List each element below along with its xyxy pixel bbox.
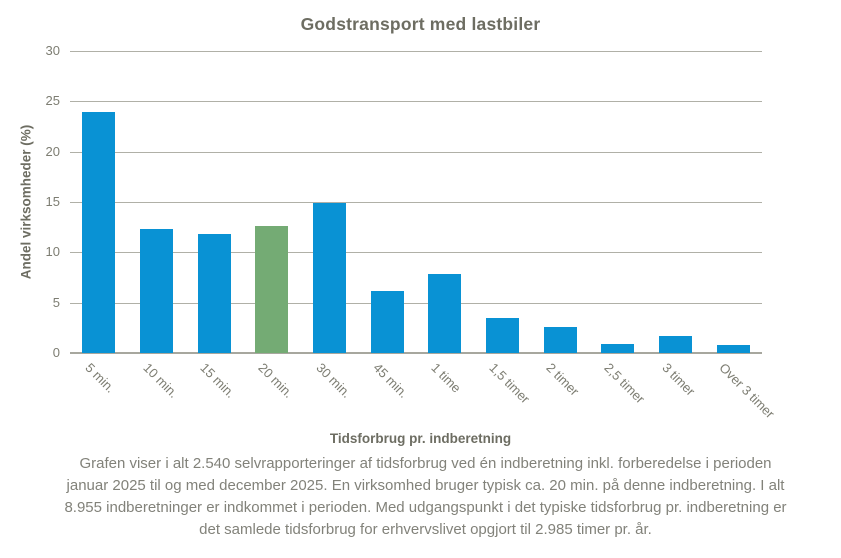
bar [716, 345, 750, 353]
x-tick-label: Over 3 timer [716, 360, 778, 422]
x-tick-label: 20 min. [255, 360, 296, 401]
y-tick-label: 10 [45, 244, 60, 260]
x-tick-label: 3 timer [658, 360, 698, 399]
gridline [70, 302, 762, 304]
bar [197, 234, 231, 353]
chart-caption: Grafen viser i alt 2.540 selvrapporterin… [10, 453, 841, 541]
chart-title: Godstransport med lastbiler [300, 14, 541, 34]
y-tick-label: 15 [45, 194, 60, 209]
caption-line-1: Grafen viser i alt 2.540 selvrapporterin… [79, 455, 772, 472]
gridline [70, 51, 762, 52]
x-tick-label: 10 min. [139, 360, 181, 401]
x-axis-title: Tidsforbrug pr. indberetning [329, 431, 512, 446]
bar [82, 112, 116, 353]
bar [370, 291, 404, 353]
x-tick-label: 1,5 timer [485, 360, 533, 407]
caption-line-2: januar 2025 til og med december 2025. En… [66, 477, 785, 494]
bar [140, 229, 173, 353]
x-tick-label: 2,5 timer [601, 360, 648, 407]
gridline [70, 101, 762, 103]
x-tick-label: 30 min. [312, 360, 354, 401]
bar [486, 318, 519, 353]
gridline [70, 252, 762, 254]
y-tick-label: 20 [45, 143, 60, 159]
x-tick-label: 45 min. [370, 360, 412, 401]
y-tick-label: 25 [45, 93, 60, 109]
x-tick-label: 2 timer [543, 360, 583, 399]
caption-line-3: 8.955 indberetninger er indkommet i peri… [64, 499, 787, 516]
bar [659, 336, 692, 353]
bar [313, 203, 346, 353]
y-tick-label: 30 [45, 43, 60, 58]
caption-line-4: det samlede tidsforbrug for erhvervslive… [199, 521, 652, 538]
y-tick-label: 5 [52, 294, 60, 310]
x-tick-label: 1 time [428, 360, 464, 396]
bar [428, 274, 462, 353]
x-axis-line [70, 352, 762, 354]
bar [601, 344, 635, 353]
y-tick-label: 0 [52, 345, 60, 360]
x-tick-label: 5 min. [82, 360, 118, 396]
gridline [70, 151, 762, 153]
bar-highlighted [255, 226, 289, 353]
gridline [70, 202, 762, 203]
x-tick-label: 15 min. [197, 360, 239, 401]
bar [543, 327, 577, 353]
